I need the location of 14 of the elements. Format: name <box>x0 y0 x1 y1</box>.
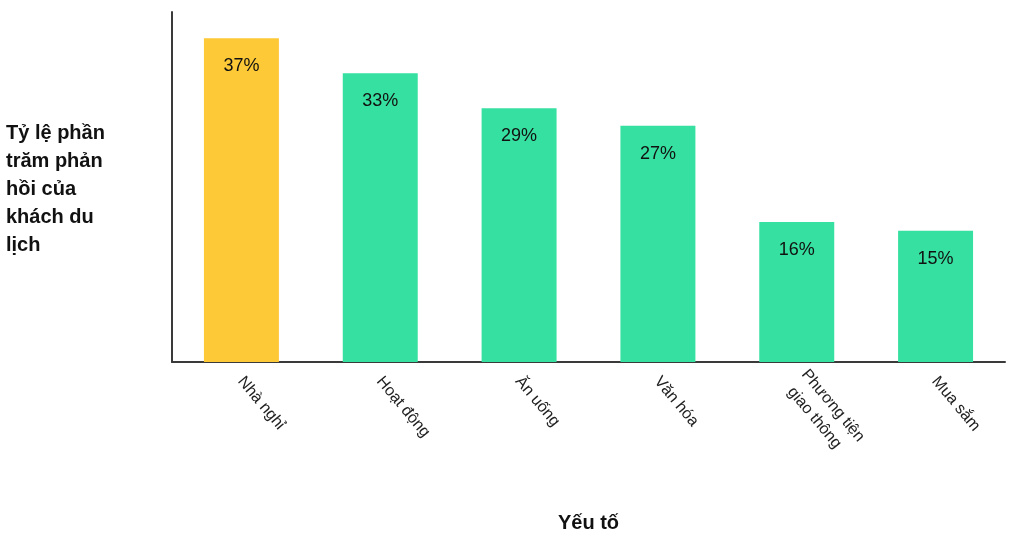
bar <box>203 38 279 362</box>
data-label: 27% <box>639 142 676 163</box>
data-label: 29% <box>501 125 538 146</box>
data-label: 15% <box>917 247 954 268</box>
data-label: 37% <box>223 55 260 76</box>
bar <box>898 230 974 362</box>
bar <box>481 108 557 362</box>
data-label: 16% <box>778 239 815 259</box>
x-axis-title: Yếu tố <box>557 511 620 533</box>
data-label: 33% <box>362 90 399 111</box>
y-axis-title: Tỷ lệ phần trăm phản hồi của khách du lịch <box>6 121 111 255</box>
bar <box>759 222 835 362</box>
bar <box>342 73 418 362</box>
bar <box>620 125 696 362</box>
